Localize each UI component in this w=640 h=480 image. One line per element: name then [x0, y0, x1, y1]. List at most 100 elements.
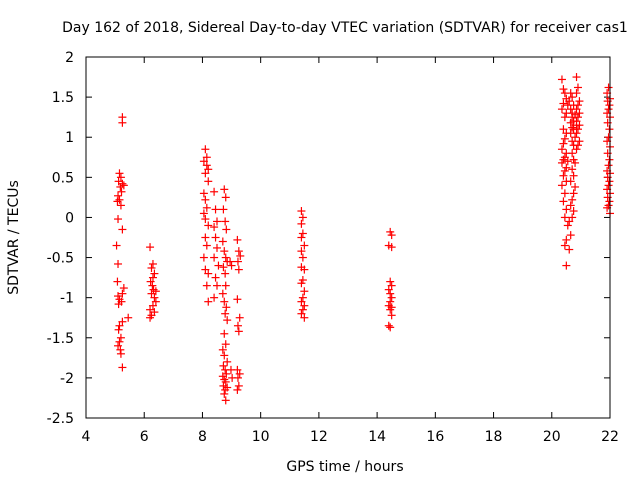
data-point — [210, 223, 219, 232]
x-tick-label: 22 — [601, 429, 619, 445]
data-point — [201, 215, 210, 224]
data-point — [298, 293, 307, 302]
data-point — [210, 187, 219, 196]
data-point — [117, 187, 126, 196]
data-point — [604, 181, 613, 190]
x-tick-label: 8 — [198, 429, 207, 445]
data-point — [387, 311, 396, 320]
data-point — [202, 241, 211, 250]
data-point — [572, 73, 581, 82]
data-point — [219, 263, 228, 272]
data-point — [297, 279, 306, 288]
data-point — [559, 99, 568, 108]
data-point — [211, 233, 220, 242]
data-point — [220, 351, 229, 360]
data-point — [222, 303, 231, 312]
data-point — [219, 205, 228, 214]
x-axis-label: GPS time / hours — [286, 459, 403, 475]
data-point — [573, 113, 582, 122]
data-point — [220, 389, 229, 398]
data-point — [204, 177, 213, 186]
data-point — [560, 241, 569, 250]
data-point — [297, 233, 306, 242]
data-point — [147, 289, 156, 298]
data-point — [118, 363, 127, 372]
data-point — [235, 313, 244, 322]
data-point — [199, 209, 208, 218]
data-point — [113, 197, 122, 206]
x-tick-label: 16 — [426, 429, 444, 445]
x-tick-label: 18 — [485, 429, 503, 445]
x-tick-label: 6 — [140, 429, 149, 445]
data-point — [572, 89, 581, 98]
y-tick-label: 2 — [65, 50, 74, 66]
data-point — [114, 341, 123, 350]
data-point — [575, 97, 584, 106]
plot-frame — [85, 56, 611, 419]
data-point — [557, 145, 566, 154]
y-axis-label-group: SDTVAR / TECUs — [6, 180, 22, 295]
data-point — [146, 243, 155, 252]
data-point — [146, 313, 155, 322]
data-point — [221, 340, 230, 349]
data-point — [605, 177, 614, 186]
data-point — [298, 229, 307, 238]
data-point — [565, 217, 574, 226]
data-point — [233, 321, 242, 330]
data-point — [605, 155, 614, 164]
data-point — [386, 289, 395, 298]
data-point — [204, 221, 213, 230]
axis-ticks — [85, 56, 611, 419]
data-point — [605, 125, 614, 134]
data-point — [210, 293, 219, 302]
data-point — [386, 323, 395, 332]
data-point — [565, 97, 574, 106]
data-point — [604, 133, 613, 142]
data-point — [573, 141, 582, 150]
data-point — [220, 297, 229, 306]
data-point — [118, 118, 127, 127]
data-point — [235, 369, 244, 378]
data-point — [560, 166, 569, 175]
data-point — [202, 281, 211, 290]
data-point — [562, 261, 571, 270]
data-point — [568, 213, 577, 222]
data-point — [573, 101, 582, 110]
data-point — [221, 377, 230, 386]
data-point — [563, 157, 572, 166]
y-axis-label: SDTVAR / TECUs — [6, 180, 22, 295]
data-point — [557, 181, 566, 190]
data-point — [233, 385, 242, 394]
y-tick-label: 0 — [65, 210, 74, 226]
data-point — [221, 396, 230, 405]
y-tick-label: 1 — [65, 130, 74, 146]
data-point — [119, 181, 128, 190]
data-point — [148, 273, 157, 282]
data-point — [566, 201, 575, 210]
data-point — [386, 277, 395, 286]
data-point — [234, 247, 243, 256]
data-point — [559, 171, 568, 180]
data-point — [234, 327, 243, 336]
data-point — [387, 243, 396, 252]
data-point — [559, 125, 568, 134]
x-tick-label: 10 — [252, 429, 270, 445]
data-point — [220, 329, 229, 338]
data-point — [300, 287, 309, 296]
x-tick-label: 14 — [368, 429, 386, 445]
data-point — [113, 277, 122, 286]
data-point — [114, 215, 123, 224]
data-point — [236, 251, 245, 260]
data-point — [297, 297, 306, 306]
data-point — [204, 297, 213, 306]
data-point — [218, 237, 227, 246]
data-point — [300, 301, 309, 310]
data-point — [569, 171, 578, 180]
x-tick-label: 12 — [310, 429, 328, 445]
data-point — [202, 203, 211, 212]
data-point — [565, 245, 574, 254]
data-point — [148, 281, 157, 290]
data-point — [568, 165, 577, 174]
data-point — [220, 247, 229, 256]
data-point — [116, 173, 125, 182]
